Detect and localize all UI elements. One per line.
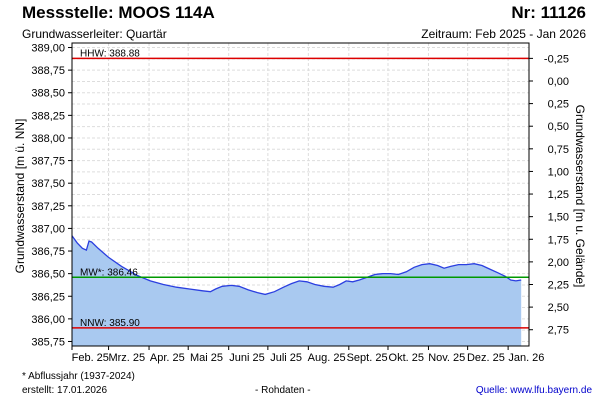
y-tick-label-left: 387,50 [31, 178, 65, 190]
x-tick-label: Mai 25 [190, 352, 223, 364]
y-tick-label-right: 2,00 [548, 257, 569, 269]
x-tick-label: Aug. 25 [308, 352, 346, 364]
y-tick-label-right: 1,75 [548, 234, 569, 246]
y-tick-label-left: 386,00 [31, 314, 65, 326]
x-tick-label: Feb. 25 [72, 352, 109, 364]
y-tick-label-right: 2,25 [548, 279, 569, 291]
hhw-label: HHW: 388.88 [80, 48, 140, 59]
y-tick-label-right: 2,75 [548, 325, 569, 337]
y-tick-label-left: 387,25 [31, 201, 65, 213]
y-tick-label-right: 1,00 [548, 166, 569, 178]
reference-lines: HHW: 388.88 MW*: 386.46 NNW: 385.90 [72, 48, 529, 329]
y-tick-label-right: -0,25 [544, 53, 569, 65]
station-title: Messstelle: MOOS 114A [22, 3, 215, 22]
y-tick-label-right: 0,50 [548, 121, 569, 133]
y-tick-label-left: 386,50 [31, 269, 65, 281]
created-date: erstellt: 17.01.2026 [22, 385, 108, 396]
x-tick-label: Jan. 26 [508, 352, 544, 364]
y-tick-label-left: 388,00 [31, 133, 65, 145]
x-tick-label: Okt. 25 [389, 352, 424, 364]
x-tick-label: Dez. 25 [467, 352, 505, 364]
y-tick-label-right: 0,25 [548, 99, 569, 111]
y-tick-label-left: 387,75 [31, 156, 65, 168]
plot-frame [71, 42, 530, 347]
station-number: Nr: 11126 [511, 3, 586, 22]
x-tick-label: Apr. 25 [150, 352, 185, 364]
y-tick-label-left: 388,25 [31, 110, 65, 122]
y-axis-label-left: Grundwasserstand [m ü. NN] [13, 119, 27, 274]
y-tick-label-left: 386,25 [31, 291, 65, 303]
period-label: Zeitraum: Feb 2025 - Jan 2026 [421, 27, 586, 41]
groundwater-area [72, 235, 522, 346]
y-tick-label-left: 386,75 [31, 246, 65, 258]
x-tick-label: Nov. 25 [428, 352, 465, 364]
y-tick-label-left: 389,00 [31, 43, 65, 55]
axis-layer: 389,00 388,75 388,50 388,25 388,00 387,75 387,… [31, 42, 569, 364]
x-tick-label: Sept. 25 [347, 352, 388, 364]
raw-data-note: - Rohdaten - [255, 385, 311, 396]
y-tick-label-right: 0,75 [548, 144, 569, 156]
y-tick-label-right: 0,00 [548, 76, 569, 88]
y-tick-label-right: 2,50 [548, 302, 569, 314]
footnote: * Abflussjahr (1937-2024) [22, 371, 135, 382]
y-tick-label-left: 388,75 [31, 65, 65, 77]
y-tick-label-left: 388,50 [31, 88, 65, 100]
x-tick-label: Mrz. 25 [108, 352, 145, 364]
y-axis-label-right: Grundwasserstand [m u. Gelände] [573, 105, 587, 288]
source-link[interactable]: Quelle: www.lfu.bayern.de [475, 385, 592, 396]
y-tick-label-right: 1,50 [548, 212, 569, 224]
x-tick-label: Juli 25 [270, 352, 302, 364]
aquifer-label: Grundwasserleiter: Quartär [22, 27, 167, 41]
y-tick-label-left: 385,75 [31, 336, 65, 348]
x-tick-label: Juni 25 [229, 352, 264, 364]
mw-label: MW*: 386.46 [80, 267, 138, 278]
nnw-label: NNW: 385.90 [80, 318, 140, 329]
y-tick-label-right: 1,25 [548, 189, 569, 201]
y-tick-label-left: 387,00 [31, 223, 65, 235]
